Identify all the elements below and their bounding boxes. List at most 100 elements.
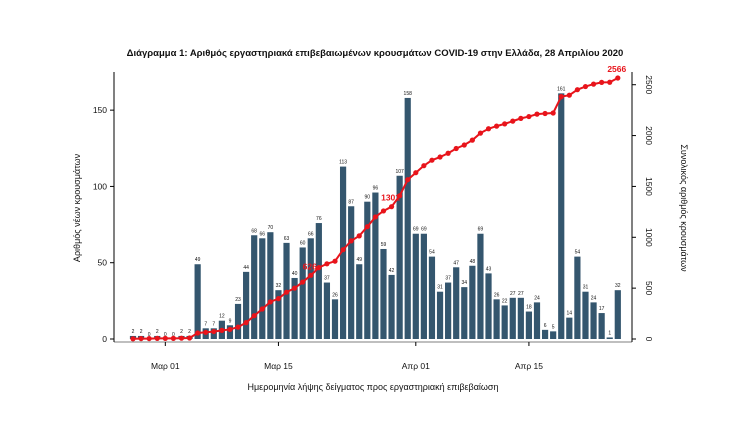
- cumulative-point: [599, 79, 605, 85]
- bar-value-label: 76: [316, 216, 322, 222]
- bar-value-label: 69: [478, 227, 484, 233]
- cumulative-point: [292, 285, 298, 291]
- bar: [501, 305, 508, 339]
- bar-value-label: 0: [164, 332, 167, 338]
- bar-value-label: 161: [557, 86, 566, 92]
- bar: [574, 256, 581, 339]
- line-annotation-label: 2566: [607, 64, 626, 74]
- cumulative-point: [558, 94, 564, 100]
- bar: [234, 303, 242, 339]
- bar: [275, 290, 282, 339]
- left-tick-label: 0: [102, 334, 107, 344]
- cumulative-point: [170, 335, 176, 341]
- bar-value-label: 47: [453, 260, 459, 266]
- x-tick-label: Απρ 01: [402, 361, 430, 371]
- bar: [590, 302, 597, 339]
- bar: [550, 331, 557, 339]
- cumulative-point: [421, 163, 427, 169]
- bar: [251, 235, 258, 339]
- cumulative-point: [154, 335, 160, 341]
- cumulative-point: [453, 145, 459, 152]
- bar-value-label: 37: [324, 276, 330, 282]
- cumulative-point: [550, 110, 556, 116]
- x-axis-ticks: Μαρ 01 Μαρ 15 Απρ 01 Απρ 15: [151, 342, 543, 371]
- right-tick-label: 1000: [644, 228, 654, 247]
- bar-value-label: 69: [413, 227, 419, 233]
- cumulative-point: [461, 142, 467, 148]
- cumulative-point: [130, 336, 136, 342]
- cumulative-point: [283, 289, 290, 295]
- bar: [372, 192, 379, 339]
- cumulative-point: [518, 115, 524, 121]
- bar: [558, 93, 565, 339]
- right-tick-label: 500: [644, 281, 654, 295]
- left-axis-ticks: 0 50 100 150: [93, 105, 114, 344]
- bar-value-label: 87: [348, 199, 354, 205]
- bar-value-label: 26: [494, 292, 500, 298]
- right-tick-label: 2000: [644, 126, 654, 145]
- cumulative-point: [364, 224, 370, 230]
- bar: [582, 291, 589, 339]
- bar: [453, 267, 460, 339]
- bar: [307, 238, 314, 339]
- bar-value-label: 2: [188, 329, 191, 335]
- cumulative-point: [566, 92, 572, 98]
- cumulative-point: [380, 208, 387, 214]
- bar-value-label: 96: [373, 186, 379, 192]
- bar: [517, 297, 524, 339]
- bar-value-label: 14: [567, 311, 573, 317]
- bar-value-label: 0: [172, 332, 175, 338]
- bar: [436, 291, 444, 339]
- bar: [598, 313, 605, 339]
- bar-value-label: 63: [284, 236, 290, 242]
- cumulative-point: [615, 75, 621, 81]
- bar-value-label: 24: [591, 295, 597, 301]
- cumulative-point: [186, 335, 193, 341]
- x-axis-label: Ημερομηνία λήψης δείγματος προς εργαστηρ…: [248, 382, 499, 392]
- cumulative-point: [590, 81, 597, 87]
- bar-value-label: 1: [608, 330, 611, 336]
- cumulative-point: [356, 233, 362, 239]
- bar: [356, 264, 363, 339]
- bar-value-label: 12: [219, 314, 225, 320]
- cumulative-point: [227, 326, 233, 333]
- cumulative-point: [445, 150, 451, 156]
- bar-value-label: 2: [132, 329, 135, 335]
- bar: [194, 264, 201, 339]
- bar-value-label: 68: [251, 228, 257, 234]
- y-axis-left-label: Αριθμός νέων κρουσμάτων: [72, 153, 82, 262]
- bar-value-label: 5: [552, 324, 555, 330]
- bar: [267, 232, 274, 339]
- bar-value-label: 37: [445, 276, 451, 282]
- bar: [364, 201, 371, 339]
- bar-value-label: 66: [259, 231, 265, 237]
- x-tick-label: Απρ 15: [515, 361, 543, 371]
- bar: [614, 290, 621, 339]
- cumulative-point: [542, 110, 548, 117]
- bar: [291, 277, 298, 339]
- bar-value-label: 32: [615, 283, 621, 289]
- bar-value-label: 90: [365, 195, 371, 201]
- right-axis-ticks: 0 500 1000 1500 2000 2500: [632, 75, 654, 342]
- bar: [404, 97, 411, 339]
- bar: [533, 302, 541, 339]
- cumulative-point: [534, 111, 540, 117]
- bar: [348, 206, 355, 339]
- bar-value-label: 49: [195, 257, 201, 263]
- bar-value-label: 42: [389, 268, 395, 274]
- bar-value-label: 2: [180, 329, 183, 335]
- cumulative-line-group: [130, 75, 621, 342]
- cumulative-point: [485, 126, 492, 132]
- bar: [541, 329, 549, 339]
- bar-value-label: 6: [544, 323, 547, 329]
- right-tick-label: 2500: [644, 75, 654, 94]
- bar-value-label: 23: [235, 297, 241, 303]
- cumulative-point: [162, 335, 168, 341]
- bar-value-label: 31: [437, 285, 443, 291]
- bar-value-label: 7: [204, 321, 207, 327]
- bar: [339, 166, 347, 339]
- bar-value-label: 27: [518, 291, 524, 297]
- cumulative-point: [510, 118, 516, 124]
- left-tick-label: 150: [93, 105, 107, 115]
